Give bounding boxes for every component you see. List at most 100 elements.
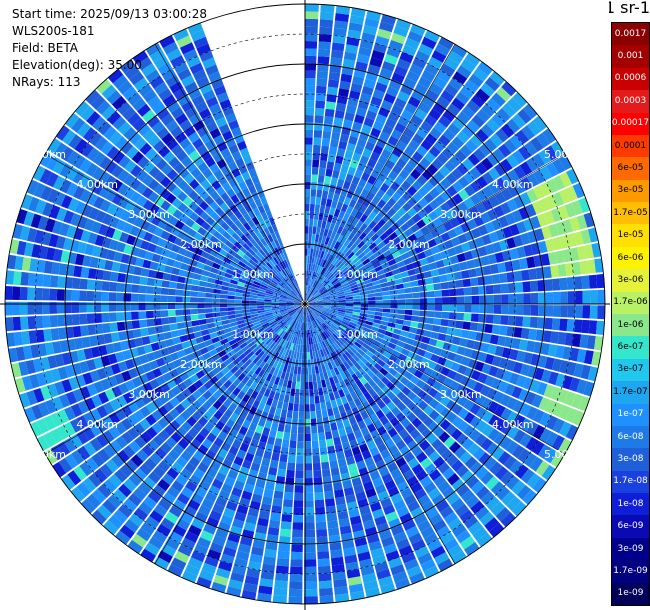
range-gate-cell (355, 249, 363, 257)
range-gate-cell (383, 93, 396, 104)
range-gate-cell (337, 365, 344, 374)
range-gate-cell (305, 92, 315, 101)
range-gate-cell (565, 424, 579, 441)
range-gate-cell (354, 259, 362, 267)
range-gate-cell (361, 272, 370, 279)
range-gate-cell (419, 257, 429, 266)
range-gate-cell (481, 234, 492, 246)
range-gate-cell (116, 321, 126, 332)
range-gate-cell (310, 336, 314, 345)
range-gate-cell (365, 320, 374, 326)
sweep-rays (5, 4, 605, 604)
range-gate-cell (311, 271, 316, 279)
range-gate-cell (364, 181, 373, 192)
range-gate-cell (364, 165, 374, 175)
range-gate-cell (372, 339, 381, 347)
range-gate-cell (393, 273, 402, 280)
range-gate-cell (290, 433, 297, 441)
range-gate-cell (439, 165, 451, 177)
range-gate-cell (338, 307, 346, 311)
range-gate-cell (333, 258, 340, 267)
range-gate-cell (550, 208, 562, 223)
range-gate-cell (364, 261, 373, 269)
range-gate-cell (384, 479, 397, 491)
range-gate-cell (333, 162, 342, 172)
range-gate-cell (321, 138, 331, 147)
range-gate-cell (313, 336, 318, 344)
range-gate-cell (347, 463, 358, 473)
range-gate-cell (357, 252, 366, 260)
range-gate-cell (197, 297, 205, 303)
range-gate-cell (327, 254, 333, 262)
range-gate-cell (314, 211, 319, 220)
range-gate-cell (363, 207, 373, 217)
range-gate-cell (377, 199, 387, 209)
range-gate-cell (309, 302, 317, 304)
range-gate-cell (330, 549, 343, 559)
range-gate-cell (309, 351, 314, 360)
range-gate-cell (318, 266, 324, 274)
range-gate-cell (305, 11, 319, 20)
range-gate-cell (419, 291, 428, 298)
range-gate-cell (220, 315, 229, 321)
range-gate-cell (317, 63, 329, 72)
range-gate-cell (448, 77, 463, 91)
range-gate-cell (391, 72, 405, 84)
range-gate-cell (315, 265, 320, 273)
range-gate-cell (392, 571, 408, 583)
range-gate-cell (511, 259, 521, 271)
range-gate-cell (293, 500, 304, 508)
range-gate-cell (499, 273, 508, 284)
range-gate-cell (357, 281, 366, 287)
range-gate-cell (451, 403, 463, 416)
range-gate-cell (520, 327, 530, 340)
range-gate-cell (318, 285, 325, 292)
range-gate-cell (317, 56, 330, 65)
range-gate-cell (301, 359, 305, 368)
range-gate-cell (367, 423, 377, 433)
range-gate-cell (360, 410, 369, 420)
range-gate-cell (572, 182, 585, 199)
range-gate-cell (515, 129, 530, 145)
range-gate-cell (402, 519, 416, 531)
range-gate-cell (526, 473, 541, 489)
range-gate-cell (319, 275, 325, 283)
range-gate-cell (394, 97, 407, 109)
range-gate-cell (398, 246, 408, 255)
range-gate-cell (315, 273, 321, 281)
range-gate-cell (464, 367, 475, 378)
range-gate-cell (396, 538, 410, 550)
range-gate-cell (336, 148, 346, 157)
range-gate-cell (451, 44, 468, 58)
range-gate-cell (324, 330, 331, 338)
range-gate-cell (296, 374, 301, 382)
range-gate-cell (327, 79, 340, 88)
range-gate-cell (452, 180, 464, 193)
range-gate-cell (494, 418, 507, 432)
range-gate-cell (494, 252, 505, 263)
range-gate-cell (337, 234, 344, 243)
range-gate-cell (363, 519, 376, 530)
range-gate-cell (440, 250, 450, 259)
range-gate-cell (307, 240, 312, 249)
range-gate-cell (434, 552, 450, 565)
range-gate-cell (493, 314, 502, 325)
range-gate-cell (407, 365, 417, 375)
range-gate-cell (352, 309, 361, 313)
range-gate-cell (256, 305, 265, 309)
range-gate-cell (411, 417, 423, 428)
range-gate-cell (374, 351, 383, 359)
range-gate-cell (501, 102, 517, 118)
colorbar-tick-label: 0.0003 (612, 90, 649, 113)
range-gate-cell (320, 313, 328, 319)
range-gate-cell (447, 247, 457, 257)
range-gate-cell (354, 327, 363, 333)
range-gate-cell (351, 344, 360, 352)
colorbar-tick-label: 0.001 (612, 45, 649, 68)
range-gate-cell (484, 353, 495, 365)
range-gate-cell (415, 469, 428, 482)
range-gate-cell (313, 291, 320, 297)
range-gate-cell (490, 501, 506, 517)
range-gate-cell (513, 195, 525, 209)
range-gate-cell (308, 306, 314, 312)
